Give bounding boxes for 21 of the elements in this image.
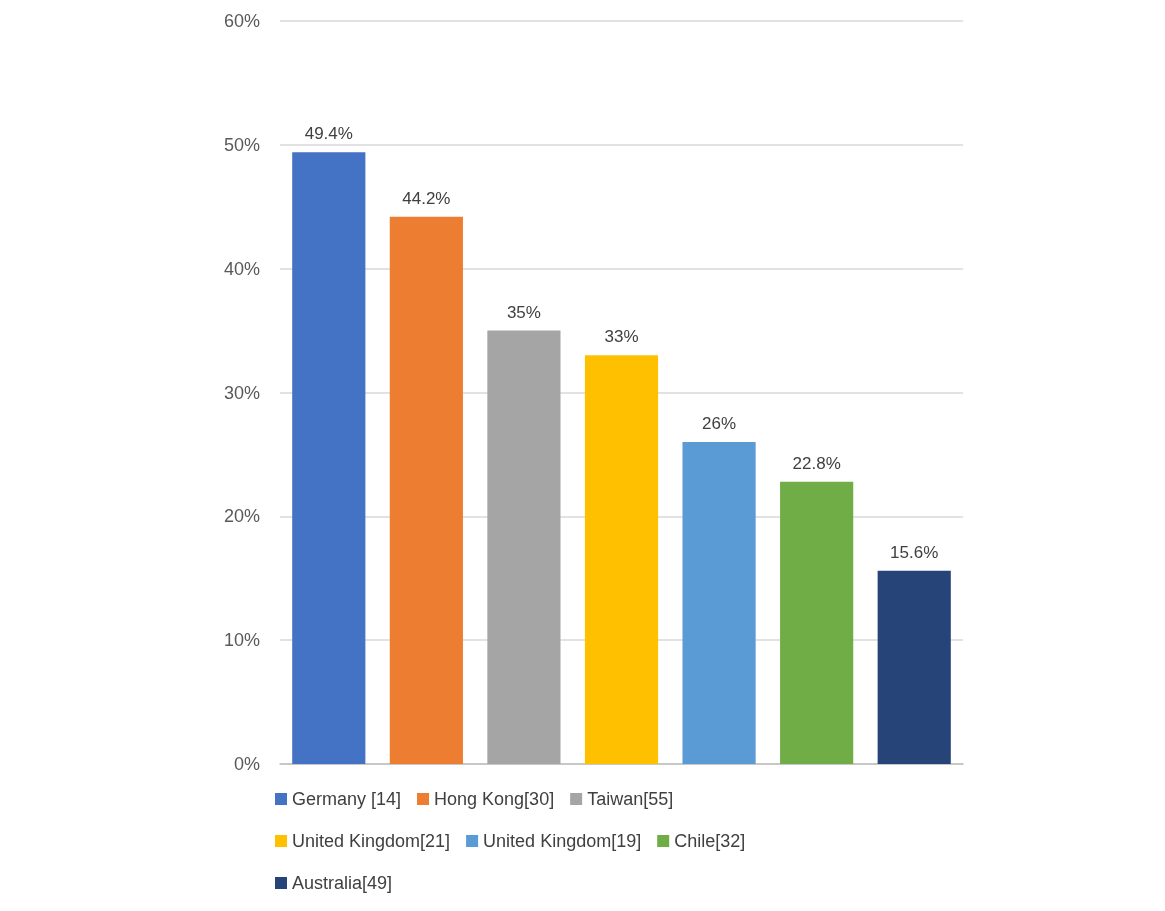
legend-label: United Kingdom[19] [483,831,642,851]
y-tick-label: 20% [223,506,260,527]
y-tick-label: 10% [223,630,260,651]
y-tick-label: 30% [223,382,260,403]
data-label: 44.2% [402,188,451,208]
y-tick-label: 60% [223,11,260,31]
legend-label: Chile[32] [674,831,746,851]
legend-label: Australia[49] [292,873,393,893]
data-label: 35% [506,302,541,322]
y-tick-label: 40% [223,258,260,279]
data-label: 49.4% [304,124,353,144]
y-tick-label: 50% [223,134,260,155]
data-label: 22.8% [792,453,841,473]
y-tick-label: 0% [233,754,260,774]
legend-label: Hong Kong[30] [434,789,555,809]
legend-label: Germany [14] [292,789,402,809]
data-label: 15.6% [890,542,939,562]
legend-label: Taiwan[55] [587,789,674,809]
data-label: 33% [604,327,639,347]
legend-label: United Kingdom[21] [292,831,451,851]
data-label: 26% [702,414,737,434]
